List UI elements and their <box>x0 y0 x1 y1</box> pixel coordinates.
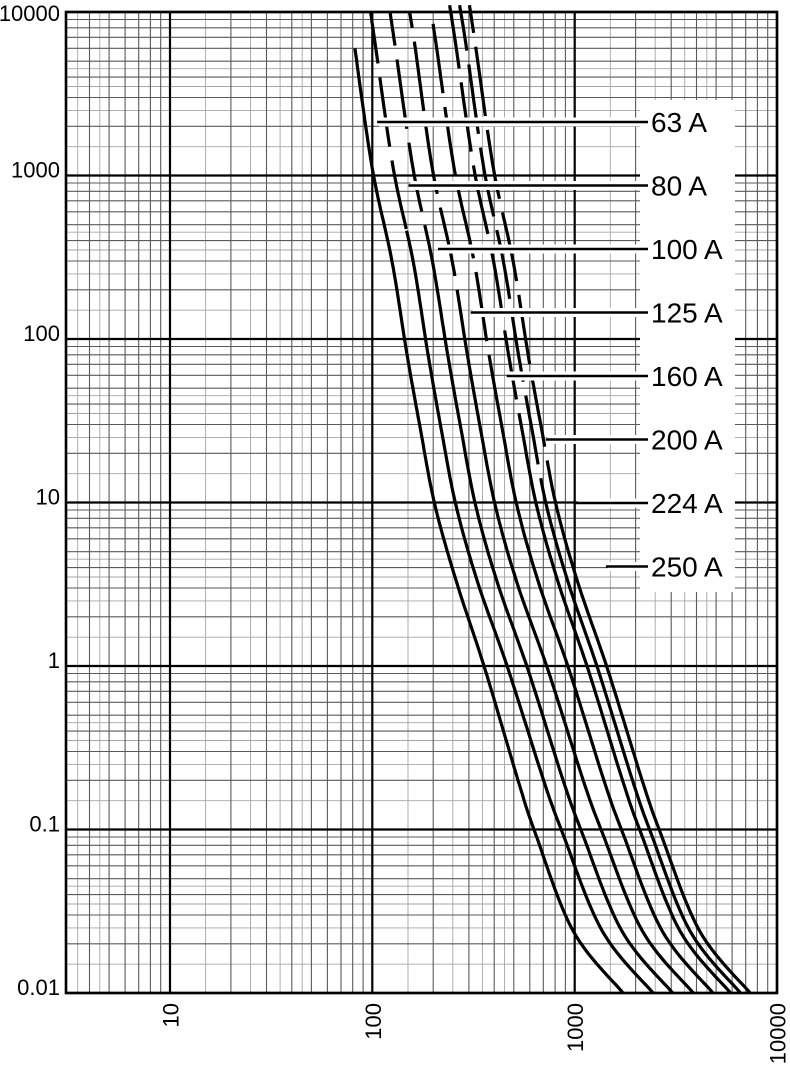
curve-125a-dashed <box>408 11 469 350</box>
y-tick-10000: 10000 <box>0 1 60 26</box>
curve-labels: 63 A 80 A 100 A 125 A 160 A 200 A 224 A 250 A <box>651 107 723 583</box>
curve-125a-solid <box>464 349 695 995</box>
x-tick-100: 100 <box>361 1003 386 1040</box>
y-tick-1000: 1000 <box>11 158 60 183</box>
x-tick-10000: 10000 <box>766 1003 790 1064</box>
x-tick-1000: 1000 <box>563 1003 588 1052</box>
curve-label-100a: 100 A <box>651 234 723 265</box>
curve-label-200a: 200 A <box>651 425 723 456</box>
curve-80a-dashed <box>369 11 409 231</box>
curve-160a-solid <box>497 409 715 995</box>
curve-label-63a: 63 A <box>651 107 707 138</box>
curve-250a-dashed <box>467 5 557 501</box>
y-tick-100: 100 <box>23 321 60 346</box>
label-background-band <box>640 100 735 592</box>
leader-lines <box>377 120 648 568</box>
curve-200a-solid <box>526 464 732 995</box>
curve-label-80a: 80 A <box>651 171 707 202</box>
y-tick-0.01: 0.01 <box>17 975 60 1000</box>
curve-80a-solid <box>405 230 655 995</box>
x-tick-10: 10 <box>159 1003 184 1027</box>
y-tick-0.1: 0.1 <box>29 812 60 837</box>
x-axis-tick-labels: 10 100 1000 10000 <box>159 1003 790 1064</box>
curve-label-250a: 250 A <box>651 552 723 583</box>
y-axis-tick-labels: 10000 1000 100 10 1 0.1 0.01 <box>0 1 60 1000</box>
curve-100a-dashed <box>388 11 439 291</box>
curve-label-160a: 160 A <box>651 361 723 392</box>
curve-250a-solid <box>553 498 752 995</box>
curve-100a-solid <box>435 289 674 995</box>
plot-frame <box>64 10 779 995</box>
curve-63a-solid <box>353 48 625 995</box>
curve-224a-solid <box>539 478 742 995</box>
curve-label-224a: 224 A <box>651 488 723 519</box>
curve-label-125a: 125 A <box>651 298 723 329</box>
y-tick-1: 1 <box>48 648 60 673</box>
curve-160a-dashed <box>429 11 501 410</box>
curve-200a-dashed <box>448 4 530 466</box>
y-tick-10: 10 <box>36 485 60 510</box>
